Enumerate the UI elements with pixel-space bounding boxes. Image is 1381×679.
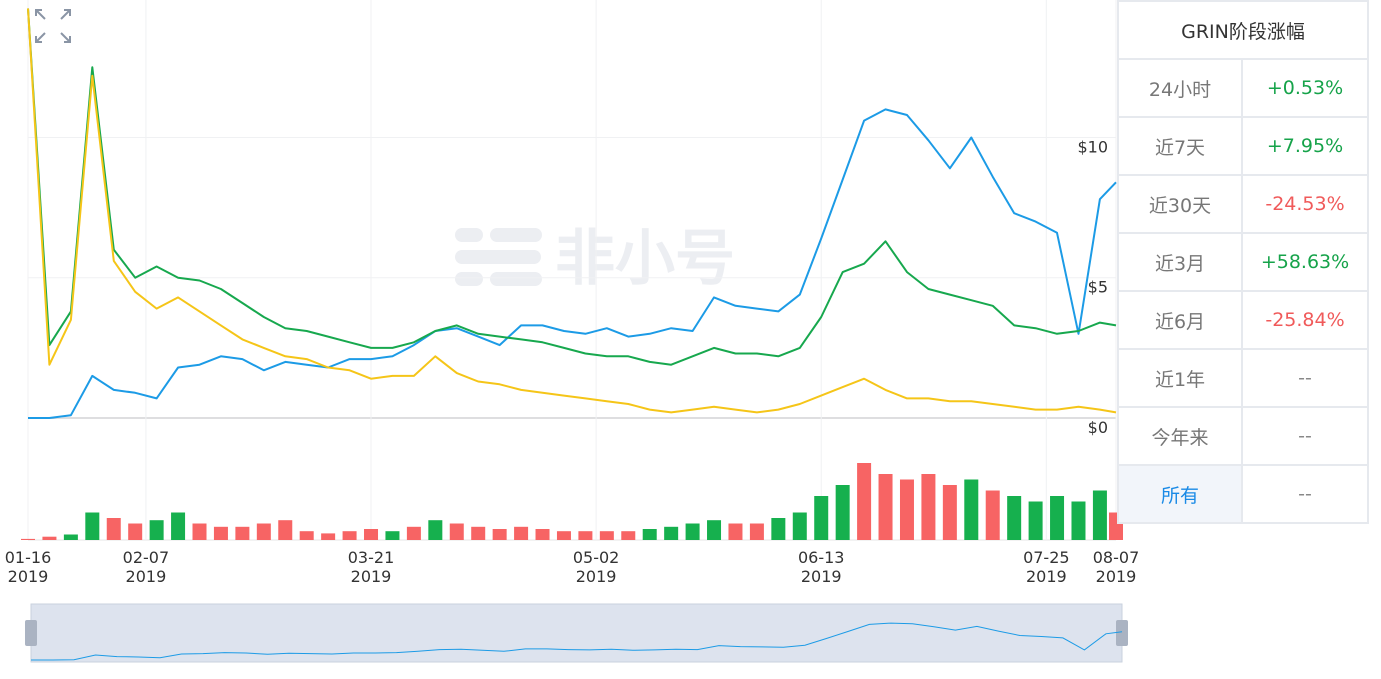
volume-bar	[278, 520, 293, 540]
table-row: 今年来 --	[1117, 406, 1369, 466]
volume-bar	[535, 529, 550, 540]
volume-bar	[321, 533, 336, 540]
volume-bar	[171, 512, 186, 540]
period[interactable]: 近6月	[1117, 290, 1243, 350]
change: +7.95%	[1241, 116, 1369, 176]
volume-bar	[1071, 501, 1086, 540]
volume-bar	[728, 523, 743, 540]
volume-bar	[771, 518, 786, 540]
x-tick-label: 06-13 2019	[797, 548, 845, 586]
period[interactable]: 近1年	[1117, 348, 1243, 408]
volume-bar	[621, 531, 636, 540]
volume-bar	[149, 520, 164, 540]
x-tick-label: 01-16 2019	[4, 548, 52, 586]
volume-bar	[664, 526, 679, 540]
volume-bar	[42, 536, 57, 540]
x-tick-label: 05-02 2019	[572, 548, 620, 586]
volume-bar	[63, 534, 78, 540]
volume-bar	[899, 479, 914, 540]
volume-bar	[514, 526, 529, 540]
volume-bar	[857, 463, 872, 540]
volume-bar	[921, 474, 936, 540]
volume-bar	[685, 523, 700, 540]
table-row: 近7天 +7.95%	[1117, 116, 1369, 176]
table-row: 近1年 --	[1117, 348, 1369, 408]
period[interactable]: 近3月	[1117, 232, 1243, 292]
y-tick-label: $5	[1088, 278, 1108, 297]
period[interactable]: 近7天	[1117, 116, 1243, 176]
y-tick-label: $0	[1088, 418, 1108, 437]
change-table: GRIN阶段涨幅 24小时 +0.53% 近7天 +7.95% 近30天 -24.53% 近…	[1117, 0, 1369, 524]
volume-bar	[428, 520, 443, 540]
volume-bar	[1007, 496, 1022, 540]
change: +0.53%	[1241, 58, 1369, 118]
table-row: 近30天 -24.53%	[1117, 174, 1369, 234]
volume-bar	[792, 512, 807, 540]
navigator-handle[interactable]	[25, 620, 1128, 646]
volume-bar	[21, 538, 35, 540]
table-row: 所有 --	[1117, 464, 1369, 524]
navigator-line	[31, 622, 1123, 661]
line-series	[27, 8, 1117, 366]
volume-bar	[492, 529, 507, 540]
volume-bar	[235, 526, 250, 540]
watermark	[455, 228, 542, 286]
volume-bar	[749, 523, 764, 540]
period[interactable]: 今年来	[1117, 406, 1243, 466]
change: -25.84%	[1241, 290, 1369, 350]
navigator[interactable]	[30, 603, 1123, 663]
volume-bar	[1050, 496, 1065, 540]
change: +58.63%	[1241, 232, 1369, 292]
volume-bar	[364, 529, 379, 540]
volume-bar	[878, 474, 893, 540]
line-series	[27, 8, 1117, 414]
change: --	[1241, 348, 1369, 408]
volume-bar	[814, 496, 829, 540]
table-title: GRIN阶段涨幅	[1117, 0, 1369, 60]
x-tick-label: 03-21 2019	[347, 548, 395, 586]
change: -24.53%	[1241, 174, 1369, 234]
volume-bar	[256, 523, 271, 540]
volume-bar	[1028, 501, 1043, 540]
volume-bar	[556, 531, 571, 540]
volume-bar	[299, 531, 314, 540]
x-tick-label: 02-07 2019	[122, 548, 170, 586]
volume-bar	[406, 526, 421, 540]
volume-bar	[192, 523, 207, 540]
volume-bar	[385, 531, 400, 540]
x-tick-label: 07-25 2019	[1023, 548, 1070, 586]
volume-bar	[128, 523, 143, 540]
volume-bar	[578, 531, 593, 540]
period[interactable]: 所有	[1117, 464, 1243, 524]
volume-bar	[106, 518, 121, 540]
y-tick-label: $10	[1077, 137, 1108, 156]
volume-bar	[964, 479, 979, 540]
watermark-text: 非小号	[555, 224, 735, 294]
line-series	[28, 108, 1117, 419]
expand-icon[interactable]	[35, 9, 71, 43]
volume-bar	[642, 529, 657, 540]
table-row: 24小时 +0.53%	[1117, 58, 1369, 118]
volume-bar	[342, 531, 357, 540]
volume-bar	[1092, 490, 1107, 540]
volume-bar	[985, 490, 1000, 540]
volume-bar	[942, 485, 957, 540]
volume-bar	[449, 523, 464, 540]
volume-bar	[599, 531, 614, 540]
x-tick-label: 08-07 2019	[1092, 548, 1140, 586]
table-row: 近6月 -25.84%	[1117, 290, 1369, 350]
volume-bar	[471, 526, 486, 540]
table-row: 近3月 +58.63%	[1117, 232, 1369, 292]
change: --	[1241, 406, 1369, 466]
volume-bar	[835, 485, 850, 540]
change: --	[1241, 464, 1369, 524]
volume-bar	[85, 512, 100, 540]
period[interactable]: 24小时	[1117, 58, 1243, 118]
volume-bar	[213, 526, 228, 540]
volume-bar	[707, 520, 722, 540]
period[interactable]: 近30天	[1117, 174, 1243, 234]
